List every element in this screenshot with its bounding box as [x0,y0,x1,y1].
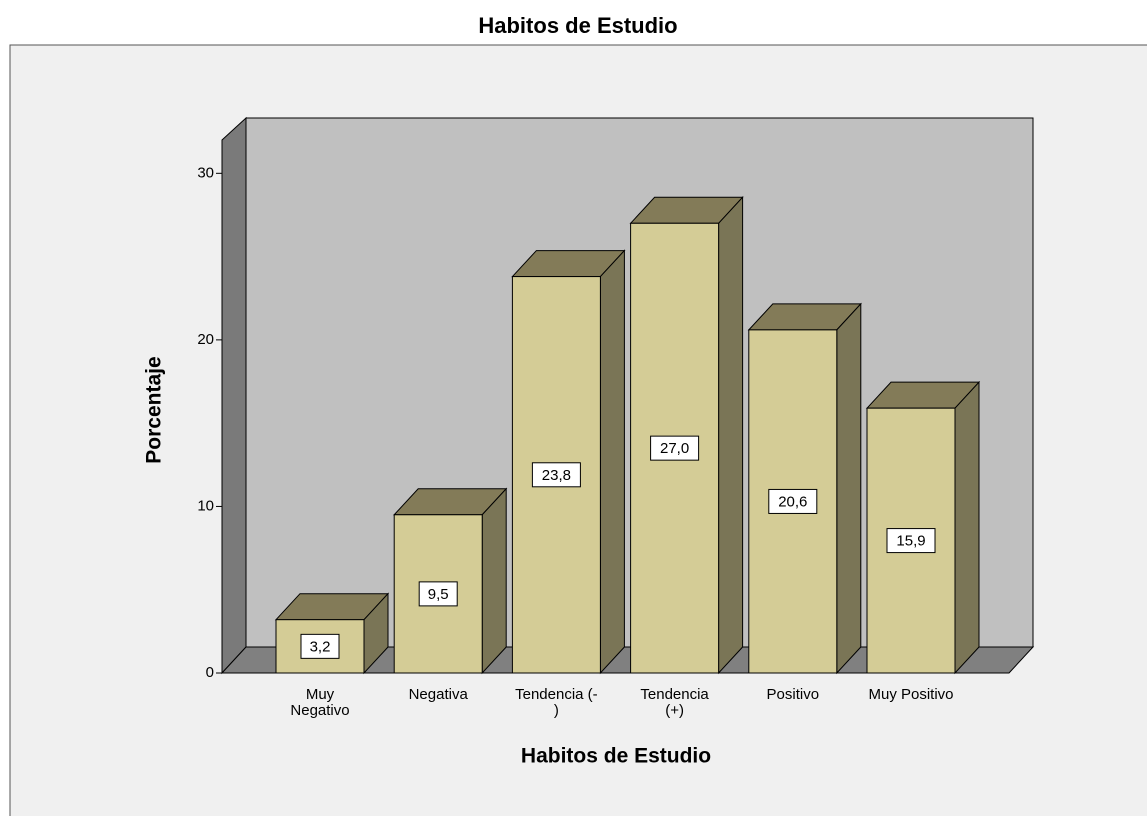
value-label: 20,6 [778,493,807,510]
value-label: 15,9 [896,533,925,550]
value-label-box [768,488,818,514]
y-tick-label: 20 [197,331,214,348]
bar-side [954,380,980,675]
bar [275,619,365,674]
value-label: 23,8 [542,467,571,484]
y-axis-title: Porcentaje [143,356,166,463]
value-label-box [531,462,581,488]
bar-side [718,196,744,675]
x-tick-label: Negativa [408,686,468,703]
x-tick-label: Muy Positivo [868,686,954,703]
value-label-box [418,581,458,607]
bar-side [599,249,625,675]
y-tick-label: 0 [206,664,214,681]
value-label-box [650,435,700,461]
x-axis-title: Habitos de Estudio [521,745,711,768]
value-label: 9,5 [428,586,449,603]
x-tick-label: Muy Negativo [290,686,350,719]
y-tick-label: 10 [197,497,214,514]
side-wall [221,116,247,675]
y-tick-label: 30 [197,164,214,181]
x-tick-label: Tendencia (+) [640,686,709,719]
value-label: 27,0 [660,440,689,457]
chart-title: Habitos de Estudio [478,13,677,38]
value-label-box [300,633,340,659]
value-label-box [886,528,936,554]
bar-side [836,302,862,675]
bar-side [481,487,507,675]
value-label: 3,2 [310,638,331,655]
x-tick-label: Tendencia (- ) [515,686,598,719]
x-tick-label: Positivo [766,686,820,703]
